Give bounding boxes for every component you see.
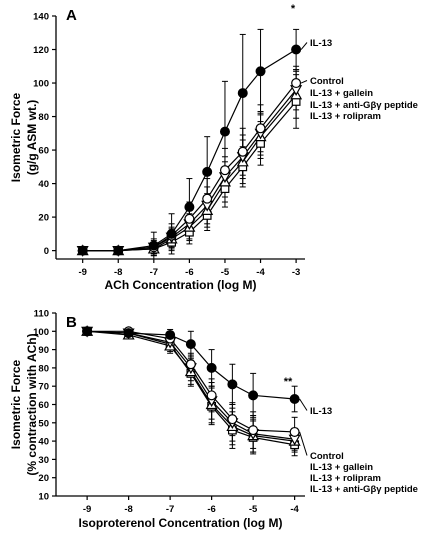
y-tick-label: 90 [38, 345, 49, 356]
x-tick-label: -5 [221, 267, 230, 278]
y-tick-label: 60 [38, 400, 49, 411]
significance-marker: * [291, 3, 296, 15]
y-tick-label: 0 [44, 246, 49, 257]
y-tick-label: 40 [38, 179, 49, 190]
y-tick-label: 80 [38, 363, 49, 374]
y-tick-label: 100 [33, 79, 49, 90]
series-label: IL-13 + gallein [310, 88, 373, 99]
label-leader [300, 42, 308, 50]
label-leader [300, 80, 308, 84]
label-leader [299, 398, 308, 411]
y-axis-title: Isometric Force [9, 92, 23, 182]
data-point [227, 379, 238, 390]
chart-panel-b: 10 20 30 40 50 60 70 80 90 100 110 -9 -8 -7 -6 -5 -4 Isop… [9, 309, 418, 531]
data-point [123, 328, 134, 339]
data-point [148, 240, 159, 251]
y-tick-label: 60 [38, 146, 49, 157]
series-label: IL-13 + anti-Gβγ peptide [310, 484, 418, 495]
series-markers-0 [77, 44, 302, 256]
data-point [291, 44, 302, 55]
data-point [82, 326, 93, 337]
series-label: IL-13 [310, 38, 332, 49]
chart-panel-a: 0 20 40 60 80 100 120 140 -9 -8 -7 -6 -5 -4 -3 ACh Conc… [9, 3, 418, 292]
y-axis-title: Isometric Force [9, 359, 23, 449]
data-point [219, 165, 230, 176]
data-point [237, 146, 248, 157]
data-point [248, 425, 259, 436]
x-tick-label: -7 [150, 267, 158, 278]
series-line [82, 82, 297, 252]
data-point [184, 213, 195, 224]
series-label: Control [310, 76, 344, 87]
x-tick-label: -8 [124, 504, 132, 515]
data-point [113, 245, 124, 256]
label-leader [299, 431, 308, 456]
series-label: IL-13 + anti-Gβγ peptide [310, 100, 418, 111]
x-tick-label: -7 [166, 504, 174, 515]
data-point [77, 245, 88, 256]
panel-label: B [66, 314, 77, 331]
data-point [255, 66, 266, 77]
data-point [237, 88, 248, 99]
x-tick-label: -9 [78, 267, 86, 278]
data-point [165, 329, 176, 340]
series-label: IL-13 + gallein [310, 462, 373, 473]
data-point [202, 166, 213, 177]
data-point [219, 126, 230, 137]
significance-marker: ** [284, 376, 293, 388]
x-tick-label: -5 [249, 504, 258, 515]
series-label: Control [310, 451, 344, 462]
x-axis-title: ACh Concentration (log M) [105, 278, 257, 292]
panel-label: A [66, 7, 77, 24]
x-tick-label: -4 [290, 504, 299, 515]
x-tick-label: -3 [292, 267, 300, 278]
y-tick-label: 140 [33, 12, 49, 23]
y-tick-label: 70 [38, 382, 49, 393]
data-point [227, 414, 238, 425]
y-tick-label: 30 [38, 455, 49, 466]
x-tick-label: -9 [83, 504, 91, 515]
data-point [202, 193, 213, 204]
y-axis-title: (% contraction with ACh) [25, 333, 39, 475]
x-tick-label: -4 [256, 267, 265, 278]
series-label: IL-13 + rolipram [310, 473, 381, 484]
data-point [185, 359, 196, 370]
y-tick-label: 50 [38, 418, 49, 429]
data-point [248, 390, 259, 401]
x-tick-label: -6 [207, 504, 215, 515]
y-tick-label: 10 [38, 492, 49, 503]
data-point [255, 123, 266, 134]
data-point [206, 362, 217, 373]
data-point [166, 228, 177, 239]
x-tick-label: -8 [114, 267, 122, 278]
x-axis-title: Isoproterenol Concentration (log M) [79, 516, 283, 530]
y-tick-label: 120 [33, 45, 49, 56]
y-tick-label: 80 [38, 112, 49, 123]
y-axis-title: (g/g ASM wt.) [25, 100, 39, 176]
y-tick-label: 110 [34, 309, 49, 320]
y-tick-label: 40 [38, 437, 49, 448]
y-tick-label: 100 [33, 327, 49, 338]
data-point [289, 426, 300, 437]
series-label: IL-13 [310, 406, 332, 417]
series-markers-0 [82, 326, 300, 405]
y-tick-label: 20 [38, 213, 49, 224]
data-point [206, 390, 217, 401]
data-point [184, 202, 195, 213]
x-tick-label: -6 [185, 267, 193, 278]
series-line [82, 49, 297, 252]
data-point [291, 78, 302, 89]
data-point [185, 339, 196, 350]
data-point [289, 394, 300, 405]
series-label: IL-13 + rolipram [310, 111, 381, 122]
series-line [82, 94, 297, 252]
y-tick-label: 20 [38, 473, 49, 484]
